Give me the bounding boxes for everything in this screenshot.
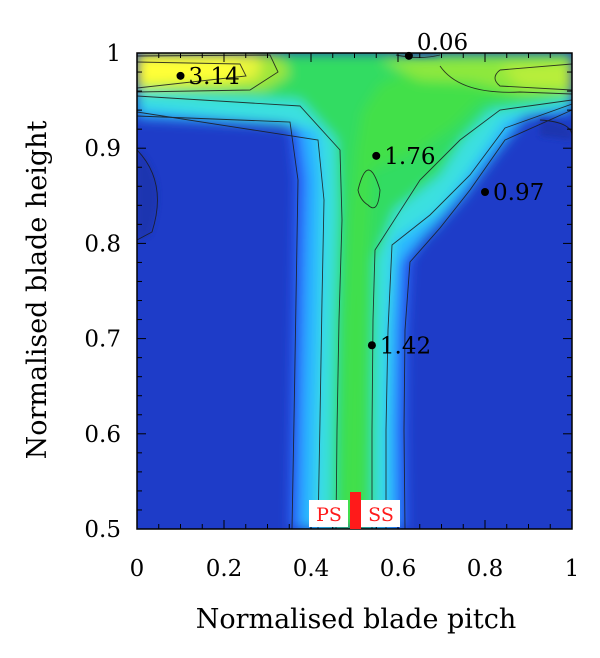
ss-label: SS — [368, 504, 394, 526]
y-axis-label: Normalised blade height — [22, 120, 53, 459]
y-tick-label: 0.8 — [84, 231, 121, 257]
annotation-label: 1.76 — [384, 144, 435, 170]
ps-ss-marker: PS SS — [309, 492, 400, 529]
blade-marker — [350, 492, 361, 529]
x-tick-label: 0.4 — [293, 556, 330, 582]
x-tick-label: 0.2 — [206, 556, 243, 582]
y-tick-label: 0.6 — [84, 422, 121, 448]
x-axis-label: Normalised blade pitch — [196, 604, 517, 635]
annotation-label: 3.14 — [189, 64, 240, 90]
value-annotations: 3.14 0.06 1.76 0.97 1.42 — [176, 30, 544, 359]
annotation-point — [176, 71, 185, 80]
annotation-point — [367, 341, 376, 350]
annotation-label: 1.42 — [380, 333, 431, 359]
y-tick-label: 0.5 — [84, 517, 121, 543]
contour-field — [137, 53, 572, 529]
annotation-point — [404, 51, 413, 60]
annotation-label: 0.06 — [417, 30, 468, 56]
x-tick-label: 0.8 — [467, 556, 504, 582]
x-tick-label: 1 — [565, 556, 580, 582]
x-tick-label: 0.6 — [380, 556, 417, 582]
y-tick-label: 1 — [106, 41, 121, 67]
ps-label-box — [309, 500, 348, 527]
y-tick-label: 0.7 — [84, 327, 121, 353]
y-tick-labels: 0.5 0.6 0.7 0.8 0.9 1 — [84, 41, 121, 543]
ss-label-box — [361, 500, 400, 527]
x-tick-labels: 0 0.2 0.4 0.6 0.8 1 — [130, 556, 580, 582]
annotation-label: 0.97 — [493, 180, 544, 206]
ps-label: PS — [316, 504, 342, 526]
annotation-point — [481, 187, 489, 196]
annotation-point — [372, 151, 381, 160]
x-tick-label: 0 — [130, 556, 145, 582]
y-tick-label: 0.9 — [84, 136, 121, 162]
